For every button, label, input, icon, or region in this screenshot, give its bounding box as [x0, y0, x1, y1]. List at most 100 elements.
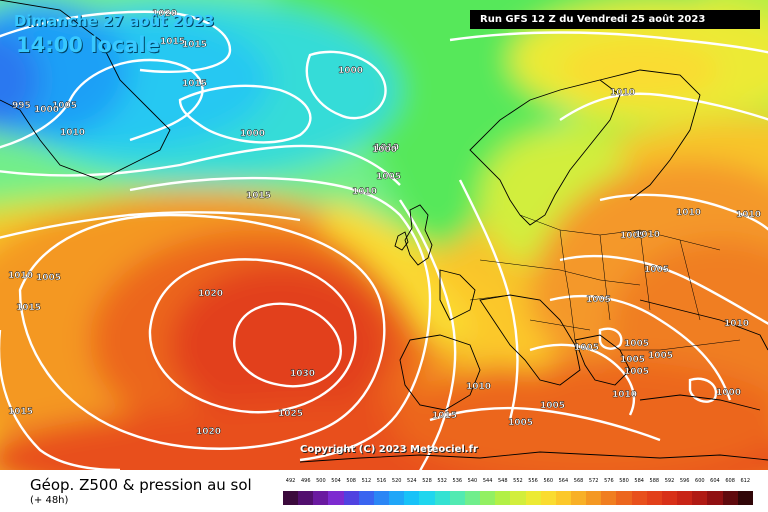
forecast-time: 14:00 locale [16, 33, 160, 57]
scale-swatch [737, 491, 753, 505]
scale-swatch [707, 491, 723, 505]
scale-label: 512 [361, 478, 372, 484]
isobar-label: 1005 [624, 367, 649, 377]
scale-label: 612 [740, 478, 751, 484]
isobar-label: 1020 [196, 427, 221, 437]
scale-label: 560 [543, 478, 553, 484]
scale-swatch [419, 491, 435, 505]
scale-swatch [313, 491, 329, 505]
scale-swatch [298, 491, 314, 505]
scale-label: 540 [467, 478, 478, 484]
isobar-label: 1005 [36, 273, 61, 283]
scale-swatch [389, 491, 405, 505]
scale-label: 520 [391, 478, 402, 484]
scale-swatch [449, 491, 465, 505]
scale-label: 564 [558, 478, 569, 484]
scale-swatch [616, 491, 632, 505]
scale-swatch [343, 491, 359, 505]
isobar-label: 1015 [432, 411, 457, 421]
isobar-label: 1010 [610, 88, 635, 98]
scale-label: 596 [679, 478, 690, 484]
scale-label: 500 [316, 478, 326, 484]
scale-label: 568 [573, 478, 584, 484]
isobar-label: 1010 [8, 271, 33, 281]
scale-label: 588 [649, 478, 660, 484]
isobar-label: 1015 [246, 191, 271, 201]
scale-label: 504 [331, 478, 341, 484]
isobar-label: 1005 [508, 418, 533, 428]
coastlines [0, 0, 768, 463]
scale-label: 552 [513, 478, 523, 484]
scale-swatch [404, 491, 420, 505]
copyright-notice: Copyright (C) 2023 Meteociel.fr [300, 444, 478, 455]
map-canvas: 1020101510151005100099510101015100010001… [0, 0, 768, 470]
scale-swatch [283, 491, 299, 505]
weather-map: 1020 1015 1015 1005 1000 995 1010 1015 1000 1000 1… [0, 0, 768, 470]
isobar-label: 1010 [736, 210, 761, 220]
scale-swatch [510, 491, 526, 505]
isobar-label: 1000 [240, 129, 265, 139]
isobar-label: 1000 [34, 105, 59, 115]
legend-footer: Géop. Z500 & pression au sol (+ 48h) 492… [0, 470, 768, 512]
isobar-label: 1030 [290, 369, 315, 379]
isobar-label: 1010 [724, 319, 749, 329]
isobar-label: 1010 [466, 382, 491, 392]
map-title: Géop. Z500 & pression au sol [30, 476, 252, 494]
isobar-label: 1010 [612, 390, 637, 400]
isobar-label: 1010 [374, 143, 399, 153]
isobar-label: 1010 [352, 187, 377, 197]
isobar-label: 1015 [160, 37, 185, 47]
scale-swatch [555, 491, 571, 505]
isobar-label: 1005 [376, 172, 401, 182]
scale-swatch [373, 491, 390, 505]
isobar-label: 1005 [574, 343, 599, 353]
isobar-label: 1005 [620, 231, 645, 241]
scale-swatch [677, 491, 693, 505]
scale-swatch [525, 491, 541, 505]
scale-swatch [661, 491, 678, 505]
isobar-label: 1015 [182, 79, 207, 89]
isobar-label: 1000 [372, 145, 397, 155]
scale-label: 608 [725, 478, 735, 484]
isobar-label: 1005 [586, 295, 611, 305]
scale-swatch [646, 491, 662, 505]
isobar-label: 1010 [676, 208, 701, 218]
isobar-label: 1020 [198, 289, 223, 299]
scale-swatch [358, 491, 374, 505]
isobar-label: 1005 [648, 351, 673, 361]
isobar-label: 1005 [620, 355, 645, 365]
scale-bar [283, 491, 753, 505]
geopotential-field [0, 0, 768, 470]
isobar-label: 1000 [338, 66, 363, 76]
isobar-label: 1025 [278, 409, 303, 419]
scale-label: 592 [664, 478, 675, 484]
scale-label: 548 [497, 478, 508, 484]
isobar-label: 1010 [635, 230, 660, 240]
model-run-info: Run GFS 12 Z du Vendredi 25 août 2023 [470, 10, 760, 29]
scale-swatch [722, 491, 738, 505]
scale-swatch [586, 491, 602, 505]
isobar-label: 1005 [540, 401, 565, 411]
scale-swatch [631, 491, 647, 505]
scale-label: 524 [407, 478, 417, 484]
scale-swatch [328, 491, 344, 505]
isobar-label: 1010 [60, 128, 85, 138]
scale-label: 492 [285, 478, 296, 484]
forecast-offset: (+ 48h) [30, 495, 69, 506]
isobar-label: 1015 [182, 40, 207, 50]
scale-swatch [540, 491, 556, 505]
isobar-label: 1000 [716, 388, 741, 398]
scale-label: 528 [422, 478, 432, 484]
scale-swatch [480, 491, 496, 505]
scale-swatch [464, 491, 481, 505]
scale-swatch [434, 491, 450, 505]
scale-label: 496 [300, 478, 311, 484]
scale-label: 580 [619, 478, 629, 484]
scale-labels: 492 496 500 504 508 512 516 520 524 528 532 536 540 5… [283, 478, 753, 488]
scale-label: 604 [710, 478, 720, 484]
isobar-label: 995 [12, 101, 31, 111]
forecast-date: Dimanche 27 août 2023 [14, 12, 215, 30]
scale-label: 544 [482, 478, 493, 484]
isobar-label: 1015 [16, 303, 41, 313]
country-borders [469, 214, 741, 351]
